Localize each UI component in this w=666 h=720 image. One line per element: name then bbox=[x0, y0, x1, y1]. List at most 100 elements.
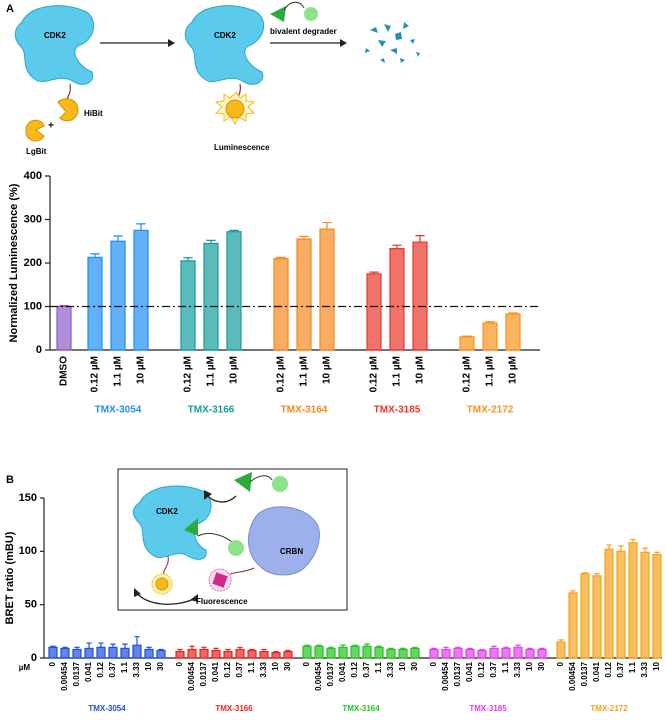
x-tick-label: 0.00454 bbox=[314, 661, 323, 690]
group-label: TMX-3164 bbox=[281, 405, 328, 416]
x-tick-label: 0.37 bbox=[235, 661, 244, 677]
bar bbox=[366, 273, 382, 351]
error-bar bbox=[285, 649, 291, 652]
error-bar bbox=[90, 253, 100, 258]
bar bbox=[110, 240, 126, 351]
bar bbox=[412, 241, 428, 351]
x-tick-label: 1.1 bbox=[247, 661, 256, 673]
protein-label: CDK2 bbox=[214, 31, 236, 40]
error-bar bbox=[189, 645, 195, 650]
linker bbox=[229, 567, 255, 575]
x-tick-label: 0.0137 bbox=[580, 661, 589, 686]
error-bar bbox=[515, 644, 521, 648]
bar bbox=[283, 650, 293, 659]
error-bar bbox=[539, 647, 545, 650]
x-tick-label: 0.12 bbox=[604, 661, 613, 677]
error-bar bbox=[261, 648, 267, 652]
x-tick-label: 10 µM bbox=[136, 356, 147, 384]
bar bbox=[120, 647, 130, 659]
bar bbox=[72, 648, 82, 659]
x-tick-label: 10 µM bbox=[508, 356, 519, 384]
x-tick-label: 10 µM bbox=[229, 356, 240, 384]
degrader-triangle bbox=[184, 518, 198, 536]
error-bar bbox=[376, 645, 382, 648]
bar bbox=[350, 645, 360, 659]
error-bar bbox=[276, 256, 286, 259]
cdk2-shape bbox=[14, 5, 94, 85]
x-unit-label: µM bbox=[19, 663, 31, 672]
arrow-head bbox=[340, 39, 347, 47]
bar bbox=[362, 645, 372, 659]
x-tick-label: 3.33 bbox=[386, 661, 395, 677]
x-tick-label: 0.12 bbox=[223, 661, 232, 677]
bar bbox=[604, 548, 614, 659]
bar bbox=[441, 648, 451, 659]
bar bbox=[48, 646, 58, 659]
diagram-b: B CDK2 CRBN Fluorescence bbox=[6, 468, 348, 611]
bar bbox=[180, 260, 196, 351]
x-tick-label: 1.1 µM bbox=[206, 356, 217, 387]
x-tick-label: 0.041 bbox=[338, 661, 347, 682]
error-bar bbox=[400, 647, 406, 650]
group-label: TMX-3166 bbox=[188, 405, 235, 416]
signal-label: Fluorescence bbox=[196, 597, 248, 606]
group-label: TMX-3054 bbox=[88, 704, 126, 713]
x-tick-label: 1.1 bbox=[374, 661, 383, 673]
bar bbox=[616, 550, 626, 659]
error-bar bbox=[491, 645, 497, 649]
error-bar bbox=[201, 646, 207, 650]
error-bar bbox=[225, 648, 231, 652]
error-bar bbox=[412, 646, 418, 649]
error-bar bbox=[98, 642, 104, 648]
luminescence-shape bbox=[155, 577, 169, 591]
degrader-triangle bbox=[234, 472, 252, 492]
error-bar bbox=[462, 335, 472, 337]
bar bbox=[84, 647, 94, 659]
bar bbox=[326, 647, 336, 659]
error-bar bbox=[630, 539, 636, 543]
bar bbox=[398, 648, 408, 659]
tag-label: LgBit bbox=[26, 147, 47, 156]
x-tick-label: 0.00454 bbox=[441, 661, 450, 690]
x-tick-label: 0.37 bbox=[362, 661, 371, 677]
error-bar bbox=[467, 647, 473, 650]
bar bbox=[501, 647, 511, 659]
x-tick-label: 0.12 µM bbox=[183, 356, 194, 392]
bar bbox=[271, 652, 281, 659]
cdk2-shape bbox=[184, 5, 264, 85]
bar bbox=[482, 322, 498, 351]
bar bbox=[513, 646, 523, 659]
x-tick-label: 10 bbox=[144, 661, 153, 670]
x-tick-label: 0.00454 bbox=[568, 661, 577, 690]
group-label: TMX-2172 bbox=[590, 704, 628, 713]
error-bar bbox=[558, 639, 564, 642]
x-tick-label: 0.12 µM bbox=[462, 356, 473, 392]
x-tick-label: DMSO bbox=[59, 356, 70, 386]
bar bbox=[273, 258, 289, 351]
panel-label: B bbox=[6, 474, 14, 486]
error-bar bbox=[415, 234, 425, 243]
bar bbox=[556, 641, 566, 659]
y-tick-label: 300 bbox=[24, 213, 42, 225]
x-tick-label: 10 µM bbox=[415, 356, 426, 384]
bar bbox=[537, 648, 547, 659]
group-label: TMX-2172 bbox=[467, 405, 514, 416]
linker bbox=[163, 555, 169, 575]
fluorophore bbox=[212, 572, 228, 588]
error-bar bbox=[229, 229, 239, 232]
tag-label: HiBit bbox=[84, 109, 103, 118]
x-tick-label: 0.041 bbox=[84, 661, 93, 682]
x-tick-label: 3.33 bbox=[259, 661, 268, 677]
bar bbox=[259, 650, 269, 659]
error-bar bbox=[654, 551, 660, 555]
error-bar bbox=[570, 590, 576, 593]
bar bbox=[489, 647, 499, 659]
bar bbox=[338, 646, 348, 659]
hibit-shape bbox=[57, 98, 79, 122]
bar bbox=[459, 336, 475, 351]
y-tick-label: 0 bbox=[31, 652, 37, 664]
bar bbox=[56, 305, 72, 351]
bar bbox=[640, 551, 650, 659]
error-bar bbox=[388, 647, 394, 650]
